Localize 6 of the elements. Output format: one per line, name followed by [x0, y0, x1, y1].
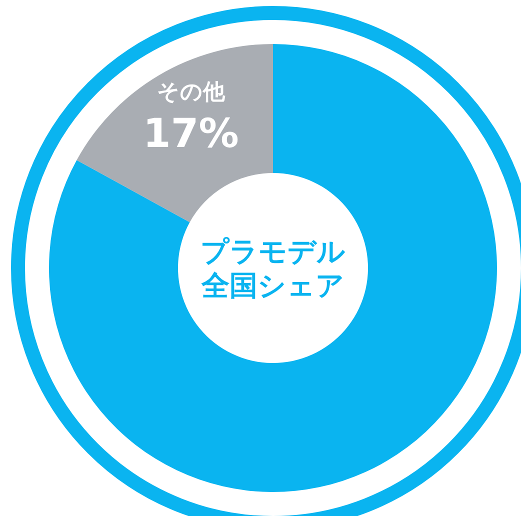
donut-slice	[49, 44, 497, 492]
slice-label: その他	[156, 80, 226, 106]
text: プラモデル	[200, 235, 346, 268]
text: 全国シェア	[200, 269, 344, 302]
data-label: 17%	[143, 111, 239, 158]
donut-slice	[76, 44, 273, 222]
